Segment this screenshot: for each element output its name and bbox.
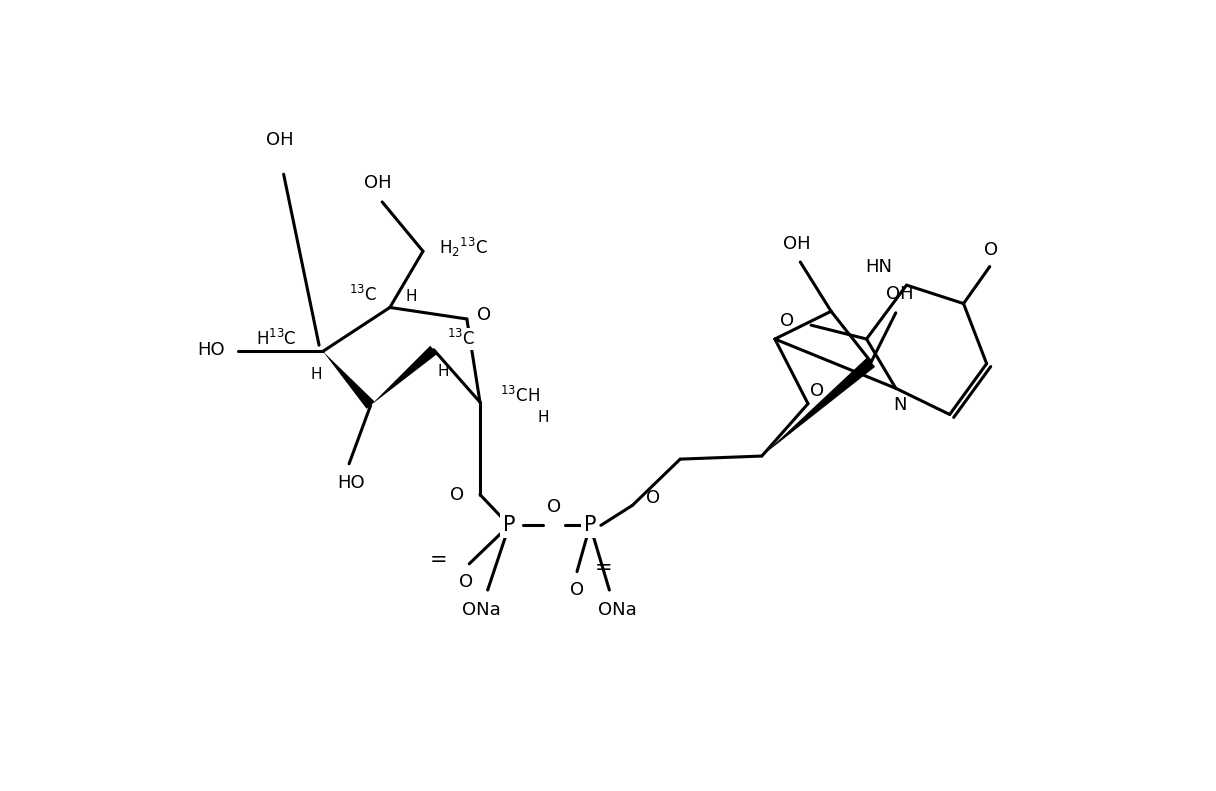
- Text: OH: OH: [266, 131, 293, 149]
- Text: H$^{13}$C: H$^{13}$C: [257, 329, 297, 349]
- Text: $^{13}$C: $^{13}$C: [446, 329, 474, 349]
- Text: H: H: [537, 410, 548, 425]
- Text: O: O: [779, 312, 794, 330]
- Text: ONa: ONa: [598, 601, 636, 619]
- Text: HO: HO: [197, 341, 225, 359]
- Text: O: O: [460, 573, 473, 592]
- Text: =: =: [429, 550, 447, 570]
- Text: O: O: [810, 382, 824, 400]
- Text: O: O: [570, 581, 584, 599]
- Text: O: O: [477, 306, 491, 324]
- Text: P: P: [584, 516, 596, 536]
- Text: OH: OH: [783, 234, 811, 252]
- Text: =: =: [595, 558, 612, 577]
- Text: $^{13}$C: $^{13}$C: [349, 285, 377, 305]
- Polygon shape: [323, 351, 375, 409]
- Polygon shape: [371, 346, 438, 405]
- Text: HN: HN: [866, 258, 893, 275]
- Polygon shape: [761, 358, 876, 456]
- Text: ONa: ONa: [462, 601, 501, 619]
- Text: P: P: [503, 516, 516, 536]
- Text: H: H: [406, 290, 417, 305]
- Text: H: H: [438, 364, 449, 379]
- Text: HO: HO: [337, 474, 365, 492]
- Text: O: O: [984, 240, 998, 259]
- Text: OH: OH: [885, 286, 913, 304]
- Text: H: H: [311, 367, 322, 382]
- Text: O: O: [646, 489, 660, 506]
- Text: N: N: [893, 396, 906, 414]
- Text: O: O: [547, 498, 561, 516]
- Text: OH: OH: [364, 174, 392, 191]
- Text: H$_2$$^{13}$C: H$_2$$^{13}$C: [439, 236, 488, 259]
- Text: O: O: [450, 486, 465, 504]
- Text: $^{13}$CH: $^{13}$CH: [500, 386, 540, 406]
